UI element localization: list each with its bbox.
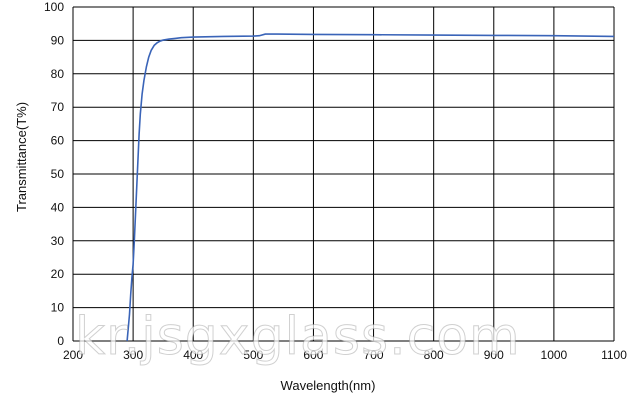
x-axis-title: Wavelength(nm) (281, 378, 376, 393)
y-tick-label: 10 (51, 301, 65, 315)
transmittance-curve (126, 33, 615, 342)
grid (72, 6, 615, 342)
x-tick-labels: 200 300 400 500 600 700 800 900 1000 1100 (63, 348, 627, 362)
y-tick-label: 100 (44, 0, 64, 14)
x-tick-label: 600 (303, 348, 323, 362)
x-tick-label: 800 (424, 348, 444, 362)
y-tick-label: 40 (51, 200, 65, 214)
y-tick-label: 50 (51, 167, 65, 181)
y-axis-title: Transmittance(T%) (14, 102, 29, 212)
y-tick-label: 20 (51, 267, 65, 281)
y-tick-label: 60 (51, 134, 65, 148)
x-tick-label: 300 (123, 348, 143, 362)
x-tick-label: 200 (63, 348, 83, 362)
x-tick-label: 500 (243, 348, 263, 362)
x-tick-label: 1100 (601, 348, 627, 362)
y-tick-label: 90 (51, 33, 65, 47)
x-tick-label: 900 (484, 348, 504, 362)
y-tick-label: 80 (51, 67, 65, 81)
y-tick-label: 0 (57, 334, 64, 348)
y-tick-label: 30 (51, 234, 65, 248)
x-tick-label: 700 (364, 348, 384, 362)
y-tick-labels: 0 10 20 30 40 50 60 70 80 90 100 (44, 0, 64, 348)
x-tick-label: 400 (183, 348, 203, 362)
y-tick-label: 70 (51, 100, 65, 114)
x-tick-label: 1000 (541, 348, 568, 362)
